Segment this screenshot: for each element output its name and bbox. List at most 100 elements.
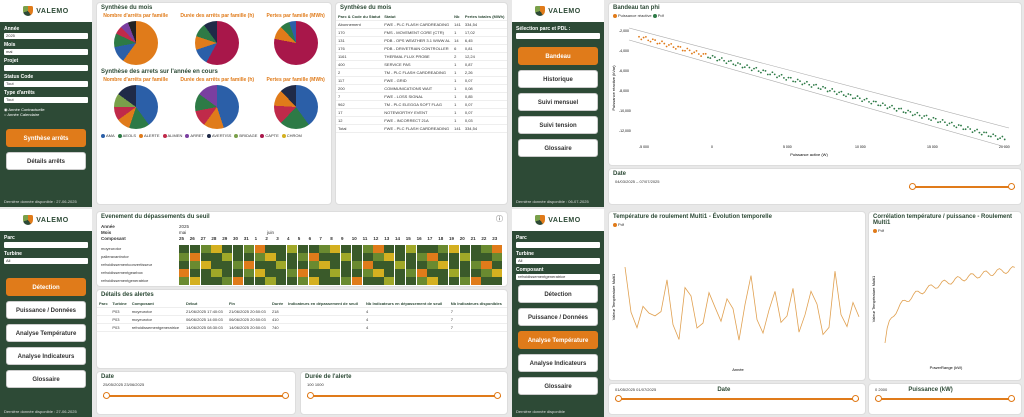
column-header[interactable]: Nb: [452, 13, 463, 21]
heatmap-cell[interactable]: [438, 253, 449, 261]
date-from[interactable]: 01/05/2025: [615, 387, 636, 392]
column-header[interactable]: Fin: [226, 300, 270, 308]
heatmap-cell[interactable]: [222, 277, 233, 285]
column-header[interactable]: Nb Indicateurs disponibles: [448, 300, 507, 308]
heatmap-cell[interactable]: [351, 277, 363, 285]
date-slider[interactable]: [103, 392, 289, 399]
heatmap-cell[interactable]: [373, 269, 384, 277]
heatmap-cell[interactable]: [319, 277, 330, 285]
duration-from[interactable]: 100: [307, 382, 314, 387]
date-to[interactable]: 07/07/2025: [639, 179, 660, 184]
heatmap-cell[interactable]: [308, 261, 319, 269]
heatmap-cell[interactable]: [341, 277, 352, 285]
heatmap-cell[interactable]: [373, 277, 384, 285]
heatmap-cell[interactable]: [449, 245, 460, 253]
heatmap-cell[interactable]: [297, 245, 309, 253]
heatmap-cell[interactable]: [265, 245, 276, 253]
nav-button[interactable]: Analyse Indicateurs: [518, 354, 598, 372]
heatmap-cell[interactable]: [470, 253, 481, 261]
heatmap-cell[interactable]: [189, 261, 201, 269]
heatmap-cell[interactable]: [222, 261, 233, 269]
heatmap-cell[interactable]: [254, 261, 265, 269]
turbine-input[interactable]: All: [4, 258, 88, 264]
heatmap-cell[interactable]: [287, 245, 298, 253]
heatmap-cell[interactable]: [492, 261, 503, 269]
heatmap-cell[interactable]: [438, 261, 449, 269]
synthese-button[interactable]: Synthèse arrêts: [6, 129, 86, 147]
heatmap-cell[interactable]: [438, 245, 449, 253]
heatmap-cell[interactable]: [308, 277, 319, 285]
heatmap-cell[interactable]: [384, 253, 395, 261]
heatmap-cell[interactable]: [384, 277, 395, 285]
heatmap-cell[interactable]: [459, 269, 471, 277]
column-header[interactable]: Composant: [129, 300, 184, 308]
heatmap-cell[interactable]: [330, 253, 341, 261]
pie-chart[interactable]: [273, 21, 318, 65]
date-to[interactable]: 01/07/2025: [636, 387, 657, 392]
heatmap-cell[interactable]: [222, 269, 233, 277]
heatmap-cell[interactable]: [276, 253, 287, 261]
pie-chart[interactable]: [195, 21, 240, 65]
heatmap-cell[interactable]: [297, 261, 309, 269]
heatmap-cell[interactable]: [276, 269, 287, 277]
heatmap-cell[interactable]: [449, 261, 460, 269]
heatmap-cell[interactable]: [341, 269, 352, 277]
heatmap-cell[interactable]: [233, 269, 244, 277]
heatmap-cell[interactable]: [373, 261, 384, 269]
heatmap-cell[interactable]: [211, 253, 222, 261]
heatmap-cell[interactable]: [351, 253, 363, 261]
heatmap-cell[interactable]: [276, 245, 287, 253]
heatmap-cell[interactable]: [276, 261, 287, 269]
column-header[interactable]: Pertes totales (MWh): [462, 13, 507, 21]
table-row[interactable]: P03 moyeurotor 21/06/2025 17:40:03 21/06/20…: [97, 307, 507, 316]
filter-input[interactable]: [4, 65, 88, 71]
heatmap-cell[interactable]: [297, 269, 309, 277]
heatmap-cell[interactable]: [211, 245, 222, 253]
heatmap-cell[interactable]: [405, 245, 417, 253]
table-row[interactable]: P03 refroidissementgeneratrice 14/06/2025 …: [97, 323, 507, 332]
date-to[interactable]: 23/06/2025: [124, 382, 145, 387]
heatmap-cell[interactable]: [211, 269, 222, 277]
heatmap-cell[interactable]: [211, 261, 222, 269]
heatmap-cell[interactable]: [319, 253, 330, 261]
heatmap-cell[interactable]: [308, 253, 319, 261]
heatmap-cell[interactable]: [243, 245, 255, 253]
heatmap-cell[interactable]: [189, 245, 201, 253]
nav-button[interactable]: Détection: [518, 285, 598, 303]
heatmap-cell[interactable]: [395, 253, 406, 261]
heatmap-cell[interactable]: [330, 277, 341, 285]
heatmap-cell[interactable]: [470, 269, 481, 277]
heatmap-cell[interactable]: [362, 269, 373, 277]
table-row[interactable]: P03 moyeurotor 06/06/2025 14:00:03 06/06/20…: [97, 315, 507, 324]
heatmap-cell[interactable]: [427, 261, 438, 269]
heatmap-cell[interactable]: [405, 269, 417, 277]
date-from[interactable]: 04/03/2025: [615, 179, 636, 184]
turbine-input[interactable]: All: [516, 258, 600, 264]
radio-group[interactable]: ◉ Année Contractuelle ○ Année Calendaire: [4, 107, 45, 117]
heatmap-cell[interactable]: [351, 269, 363, 277]
heatmap-cell[interactable]: [265, 253, 276, 261]
heatmap-cell[interactable]: [427, 253, 438, 261]
heatmap-cell[interactable]: [470, 277, 481, 285]
nav-button[interactable]: Glossaire: [518, 377, 598, 395]
column-header[interactable]: Indicateurs en dépassement de seuil: [286, 300, 365, 308]
heatmap-cell[interactable]: [395, 245, 406, 253]
power-slider[interactable]: [875, 395, 1015, 402]
date-from[interactable]: 25/05/2025: [103, 382, 124, 387]
column-header[interactable]: Durée: [269, 300, 287, 308]
parc-input[interactable]: [516, 242, 600, 248]
line-chart[interactable]: Année Valeur Température Multi1: [609, 227, 866, 375]
heatmap-cell[interactable]: [222, 245, 233, 253]
heatmap-cell[interactable]: [179, 277, 190, 285]
heatmap-cell[interactable]: [200, 269, 211, 277]
heatmap-cell[interactable]: [287, 277, 298, 285]
heatmap-cell[interactable]: [179, 253, 190, 261]
nav-button[interactable]: Analyse Indicateurs: [6, 347, 86, 365]
heatmap-cell[interactable]: [308, 269, 319, 277]
heatmap-cell[interactable]: [254, 253, 265, 261]
nav-button[interactable]: Puissance / Données: [518, 308, 598, 326]
filter-input[interactable]: Tout: [4, 81, 88, 87]
heatmap-cell[interactable]: [233, 277, 244, 285]
nav-button[interactable]: Détection: [6, 278, 86, 296]
correlation-chart[interactable]: PowerRange (kW) Valeur Température Multi…: [869, 233, 1022, 373]
